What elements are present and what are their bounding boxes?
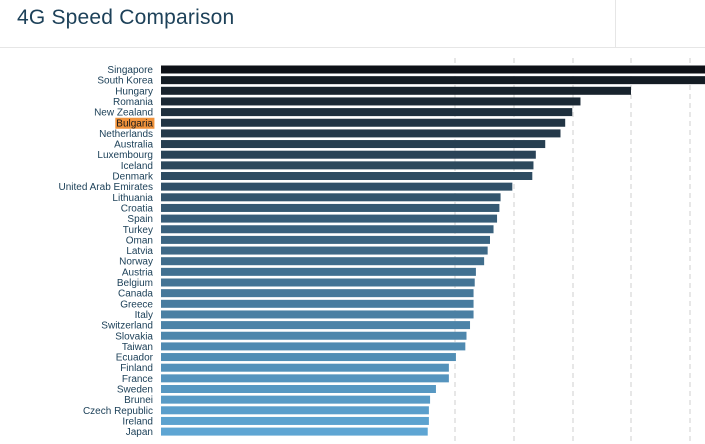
category-label: Iceland [121,161,153,172]
category-label: Ireland [122,416,153,427]
bar-canada [161,289,474,298]
header-divider [615,0,616,48]
category-label: Spain [127,214,153,225]
category-label: Sweden [117,385,153,396]
category-label: Greece [120,299,153,310]
category-label: Switzerland [101,321,153,332]
category-label: Australia [114,140,153,151]
bar-greece [161,299,474,308]
bar-hungary [161,86,631,95]
header: 4G Speed Comparison [0,0,705,48]
bar-singapore [161,65,705,74]
category-label: Czech Republic [83,406,153,417]
bar-oman [161,235,490,244]
bar-spain [161,214,498,223]
category-label: Austria [122,267,154,278]
bar-south-korea [161,76,705,85]
category-label: Italy [135,310,153,321]
bar-united-arab-emirates [161,182,513,191]
category-label: Canada [118,289,153,300]
category-label: Japan [126,427,153,438]
bar-ecuador [161,353,456,362]
bar-finland [161,363,449,372]
bar-sweden [161,385,436,393]
category-label: Singapore [107,65,153,76]
category-label: Hungary [115,86,153,97]
category-label: Brunei [124,395,153,406]
category-label: Denmark [112,172,154,183]
category-label: Belgium [117,278,153,289]
category-label: Netherlands [99,129,153,140]
page-title: 4G Speed Comparison [17,6,235,29]
bar-australia [161,140,546,149]
highlight-marker [115,117,155,129]
bar-taiwan [161,342,466,351]
bar-latvia [161,246,488,255]
category-label: United Arab Emirates [59,182,154,193]
category-label: Turkey [123,225,153,236]
category-label: Taiwan [122,342,153,353]
category-label: New Zealand [94,108,153,119]
category-label: Ecuador [116,353,154,364]
bar-brunei [161,395,431,404]
category-label: Luxembourg [97,150,153,161]
category-label: Norway [119,257,153,268]
category-label: Latvia [126,246,153,257]
category-label: Lithuania [112,193,153,204]
bar-luxembourg [161,150,536,159]
bar-lithuania [161,193,501,202]
bar-italy [161,310,474,319]
bar-japan [161,427,428,436]
bar-denmark [161,172,533,180]
bar-austria [161,267,476,276]
bar-netherlands [161,129,561,138]
bar-romania [161,97,581,106]
bar-iceland [161,161,534,170]
category-label: France [122,374,154,385]
bar-ireland [161,416,429,425]
category-label: Oman [126,235,153,246]
bar-czech-republic [161,406,429,415]
category-label: Romania [113,97,153,108]
bar-france [161,374,449,383]
category-label: Bulgaria [116,118,153,129]
bar-switzerland [161,321,471,330]
bar-norway [161,257,485,266]
category-label: Slovakia [115,331,153,342]
bar-croatia [161,203,500,212]
bar-slovakia [161,331,467,340]
category-label: South Korea [97,76,153,87]
bar-bulgaria [161,118,566,127]
category-label: Finland [120,363,153,374]
category-label: Croatia [121,203,154,214]
bar-turkey [161,225,494,234]
bar-new-zealand [161,108,573,117]
bar-belgium [161,278,475,287]
